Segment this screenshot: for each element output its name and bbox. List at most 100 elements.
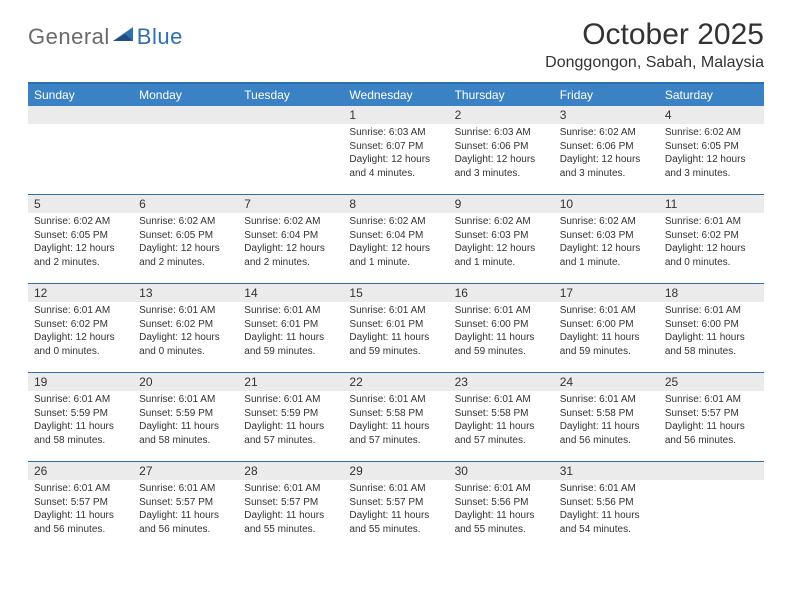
day-line: Sunset: 5:59 PM xyxy=(34,407,127,421)
day-line: Sunset: 6:03 PM xyxy=(455,229,548,243)
day-body: Sunrise: 6:01 AMSunset: 5:59 PMDaylight:… xyxy=(28,391,133,451)
day-line: Sunrise: 6:03 AM xyxy=(455,126,548,140)
day-number: 31 xyxy=(554,462,659,480)
day-line: Sunrise: 6:01 AM xyxy=(455,304,548,318)
day-header: Friday xyxy=(554,84,659,106)
day-line: Sunset: 5:57 PM xyxy=(139,496,232,510)
day-number: 28 xyxy=(238,462,343,480)
day-number: 25 xyxy=(659,373,764,391)
day-line: Sunset: 6:06 PM xyxy=(560,140,653,154)
day-body: Sunrise: 6:01 AMSunset: 5:56 PMDaylight:… xyxy=(449,480,554,540)
day-body: Sunrise: 6:01 AMSunset: 6:02 PMDaylight:… xyxy=(133,302,238,362)
day-number xyxy=(659,462,764,480)
day-number xyxy=(133,106,238,124)
day-cell: 30Sunrise: 6:01 AMSunset: 5:56 PMDayligh… xyxy=(449,462,554,550)
day-line: Daylight: 11 hours and 57 minutes. xyxy=(455,420,548,447)
day-body: Sunrise: 6:01 AMSunset: 5:57 PMDaylight:… xyxy=(28,480,133,540)
day-cell: 11Sunrise: 6:01 AMSunset: 6:02 PMDayligh… xyxy=(659,195,764,283)
day-line: Sunrise: 6:03 AM xyxy=(349,126,442,140)
day-number: 30 xyxy=(449,462,554,480)
week-row: 26Sunrise: 6:01 AMSunset: 5:57 PMDayligh… xyxy=(28,461,764,550)
day-cell: 9Sunrise: 6:02 AMSunset: 6:03 PMDaylight… xyxy=(449,195,554,283)
day-body: Sunrise: 6:01 AMSunset: 6:00 PMDaylight:… xyxy=(554,302,659,362)
logo-text-blue: Blue xyxy=(137,24,183,50)
day-line: Sunset: 6:00 PM xyxy=(560,318,653,332)
day-line: Daylight: 12 hours and 0 minutes. xyxy=(139,331,232,358)
day-body: Sunrise: 6:01 AMSunset: 5:56 PMDaylight:… xyxy=(554,480,659,540)
week-row: 19Sunrise: 6:01 AMSunset: 5:59 PMDayligh… xyxy=(28,372,764,461)
day-number: 6 xyxy=(133,195,238,213)
day-line: Sunrise: 6:02 AM xyxy=(560,215,653,229)
day-line: Sunset: 5:59 PM xyxy=(244,407,337,421)
day-line: Daylight: 11 hours and 54 minutes. xyxy=(560,509,653,536)
day-body xyxy=(28,124,133,130)
location-text: Donggongon, Sabah, Malaysia xyxy=(545,54,764,72)
day-body: Sunrise: 6:01 AMSunset: 5:59 PMDaylight:… xyxy=(238,391,343,451)
day-cell: 12Sunrise: 6:01 AMSunset: 6:02 PMDayligh… xyxy=(28,284,133,372)
week-row: 5Sunrise: 6:02 AMSunset: 6:05 PMDaylight… xyxy=(28,194,764,283)
day-line: Daylight: 12 hours and 0 minutes. xyxy=(34,331,127,358)
day-line: Daylight: 11 hours and 55 minutes. xyxy=(244,509,337,536)
day-number: 3 xyxy=(554,106,659,124)
day-line: Sunrise: 6:01 AM xyxy=(665,393,758,407)
day-cell: 10Sunrise: 6:02 AMSunset: 6:03 PMDayligh… xyxy=(554,195,659,283)
day-line: Sunrise: 6:01 AM xyxy=(560,393,653,407)
day-cell: 6Sunrise: 6:02 AMSunset: 6:05 PMDaylight… xyxy=(133,195,238,283)
day-line: Daylight: 12 hours and 1 minute. xyxy=(455,242,548,269)
day-number: 19 xyxy=(28,373,133,391)
day-cell: 19Sunrise: 6:01 AMSunset: 5:59 PMDayligh… xyxy=(28,373,133,461)
day-cell: 24Sunrise: 6:01 AMSunset: 5:58 PMDayligh… xyxy=(554,373,659,461)
day-cell xyxy=(659,462,764,550)
day-body: Sunrise: 6:01 AMSunset: 6:02 PMDaylight:… xyxy=(659,213,764,273)
day-cell: 15Sunrise: 6:01 AMSunset: 6:01 PMDayligh… xyxy=(343,284,448,372)
day-line: Sunrise: 6:01 AM xyxy=(34,393,127,407)
day-number: 23 xyxy=(449,373,554,391)
title-block: October 2025 Donggongon, Sabah, Malaysia xyxy=(545,18,764,72)
day-line: Sunset: 6:00 PM xyxy=(455,318,548,332)
day-line: Sunrise: 6:01 AM xyxy=(455,482,548,496)
day-body: Sunrise: 6:01 AMSunset: 6:02 PMDaylight:… xyxy=(28,302,133,362)
day-line: Daylight: 12 hours and 2 minutes. xyxy=(34,242,127,269)
day-line: Sunset: 5:58 PM xyxy=(349,407,442,421)
day-body: Sunrise: 6:02 AMSunset: 6:04 PMDaylight:… xyxy=(238,213,343,273)
day-cell: 17Sunrise: 6:01 AMSunset: 6:00 PMDayligh… xyxy=(554,284,659,372)
day-cell: 5Sunrise: 6:02 AMSunset: 6:05 PMDaylight… xyxy=(28,195,133,283)
day-number: 4 xyxy=(659,106,764,124)
day-line: Sunrise: 6:02 AM xyxy=(139,215,232,229)
day-cell: 26Sunrise: 6:01 AMSunset: 5:57 PMDayligh… xyxy=(28,462,133,550)
day-number: 14 xyxy=(238,284,343,302)
day-line: Sunrise: 6:01 AM xyxy=(665,215,758,229)
day-header: Sunday xyxy=(28,84,133,106)
day-line: Sunset: 5:57 PM xyxy=(244,496,337,510)
day-cell: 4Sunrise: 6:02 AMSunset: 6:05 PMDaylight… xyxy=(659,106,764,194)
month-title: October 2025 xyxy=(545,18,764,52)
day-cell xyxy=(28,106,133,194)
day-cell: 25Sunrise: 6:01 AMSunset: 5:57 PMDayligh… xyxy=(659,373,764,461)
day-line: Sunrise: 6:01 AM xyxy=(244,393,337,407)
day-line: Daylight: 12 hours and 1 minute. xyxy=(560,242,653,269)
calendar-grid: SundayMondayTuesdayWednesdayThursdayFrid… xyxy=(28,82,764,550)
day-body: Sunrise: 6:01 AMSunset: 5:57 PMDaylight:… xyxy=(659,391,764,451)
day-number: 21 xyxy=(238,373,343,391)
day-number: 9 xyxy=(449,195,554,213)
day-number: 12 xyxy=(28,284,133,302)
day-cell: 27Sunrise: 6:01 AMSunset: 5:57 PMDayligh… xyxy=(133,462,238,550)
day-body xyxy=(238,124,343,130)
header: General Blue October 2025 Donggongon, Sa… xyxy=(28,18,764,72)
logo-triangle-icon xyxy=(113,25,135,43)
day-number: 8 xyxy=(343,195,448,213)
day-line: Sunrise: 6:01 AM xyxy=(349,482,442,496)
logo: General Blue xyxy=(28,24,183,50)
day-line: Sunrise: 6:01 AM xyxy=(34,304,127,318)
day-header: Tuesday xyxy=(238,84,343,106)
day-cell: 3Sunrise: 6:02 AMSunset: 6:06 PMDaylight… xyxy=(554,106,659,194)
day-cell: 31Sunrise: 6:01 AMSunset: 5:56 PMDayligh… xyxy=(554,462,659,550)
day-line: Daylight: 11 hours and 59 minutes. xyxy=(455,331,548,358)
day-line: Sunset: 6:05 PM xyxy=(139,229,232,243)
day-line: Sunrise: 6:01 AM xyxy=(455,393,548,407)
day-number: 17 xyxy=(554,284,659,302)
day-line: Sunset: 6:07 PM xyxy=(349,140,442,154)
day-cell xyxy=(238,106,343,194)
day-line: Sunset: 6:01 PM xyxy=(349,318,442,332)
day-line: Daylight: 12 hours and 3 minutes. xyxy=(665,153,758,180)
